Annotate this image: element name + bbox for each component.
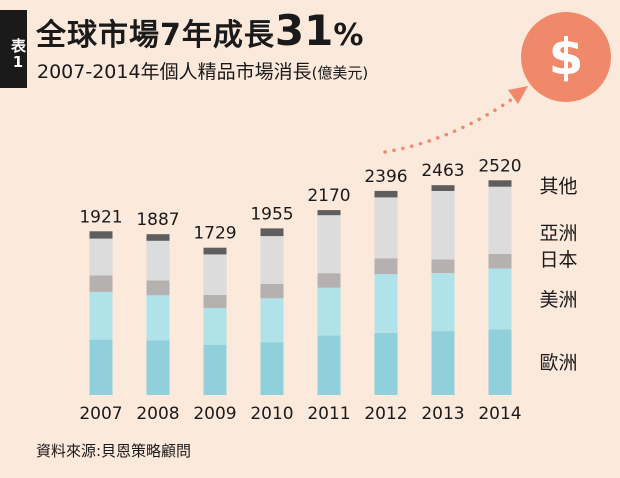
bar-segment-2011-3	[317, 273, 341, 288]
legend-label-1: 歐洲	[540, 352, 578, 374]
total-label-2009: 1729	[193, 224, 236, 244]
bar-segment-2014-2	[488, 268, 512, 330]
bar-segment-2008-3	[146, 280, 170, 296]
bar-segment-2014-3	[488, 254, 512, 269]
x-tick-2007: 2007	[79, 404, 122, 424]
bar-segment-2012-2	[374, 274, 398, 333]
total-label-2014: 2520	[478, 156, 521, 176]
subtitle-unit: (億美元)	[311, 64, 369, 82]
bar-segment-2010-4	[260, 236, 284, 284]
bar-segment-2011-1	[317, 335, 341, 395]
dollar-sign-glyph: $	[549, 28, 584, 86]
bar-segment-2009-1	[203, 344, 227, 395]
bar-segment-2009-2	[203, 308, 227, 345]
legend-label-2: 美洲	[540, 289, 578, 311]
bar-segment-2014-4	[488, 186, 512, 254]
bar-segment-2009-3	[203, 294, 227, 309]
total-label-2012: 2396	[364, 167, 407, 187]
bar-segment-2010-1	[260, 342, 284, 395]
bar-segment-2011-2	[317, 287, 341, 336]
bar-segment-2013-2	[431, 273, 455, 332]
source-note: 資料來源:貝恩策略顧問	[36, 442, 192, 460]
legend-label-5: 其他	[540, 176, 578, 198]
chart-title: 全球市場7年成長31%	[36, 6, 364, 55]
title-number: 31	[274, 6, 334, 55]
bar-segment-2009-4	[203, 254, 227, 295]
bar-segment-2008-2	[146, 295, 170, 341]
x-tick-2010: 2010	[250, 404, 293, 424]
legend-label-3: 日本	[540, 249, 578, 271]
bar-segment-2012-1	[374, 332, 398, 395]
bar-segment-2008-4	[146, 240, 170, 281]
bar-segment-2011-4	[317, 215, 341, 274]
growth-arrow-head	[508, 86, 528, 104]
bar-segment-2012-4	[374, 197, 398, 259]
bar-segment-2011-5	[317, 210, 341, 216]
total-label-2013: 2463	[421, 161, 464, 181]
title-percent: %	[333, 18, 365, 53]
legend-label-4: 亞洲	[540, 222, 578, 244]
total-label-2007: 1921	[79, 207, 122, 227]
bar-segment-2012-3	[374, 258, 398, 275]
bar-segment-2013-4	[431, 190, 455, 260]
x-tick-2008: 2008	[136, 404, 179, 424]
bar-segment-2013-5	[431, 185, 455, 191]
chart-subtitle: 2007-2014年個人精品市場消長(億美元)	[37, 57, 368, 84]
total-label-2011: 2170	[307, 186, 350, 206]
x-tick-2009: 2009	[193, 404, 236, 424]
bar-segment-2008-5	[146, 234, 170, 241]
growth-arrow-icon	[383, 86, 528, 154]
bar-segment-2007-5	[89, 231, 113, 239]
x-tick-2011: 2011	[307, 404, 350, 424]
bar-segment-2012-5	[374, 190, 398, 198]
bar-segment-2007-1	[89, 339, 113, 395]
x-tick-2013: 2013	[421, 404, 464, 424]
growth-arrow-dotted-line	[383, 93, 520, 154]
total-label-2010: 1955	[250, 204, 293, 224]
dollar-coin-circle	[521, 12, 611, 102]
bar-segment-2010-5	[260, 228, 284, 237]
bar-segment-2008-1	[146, 340, 170, 395]
bar-segment-2013-3	[431, 259, 455, 274]
bar-segment-2007-2	[89, 291, 113, 340]
subtitle-text: 2007-2014年個人精品市場消長	[37, 61, 312, 83]
bar-segment-2013-1	[431, 331, 455, 395]
bar-segment-2007-4	[89, 238, 113, 276]
total-labels-layer: 1921 1887 1729 1955 2170 2396 2463 2520	[79, 156, 521, 243]
x-tick-2012: 2012	[364, 404, 407, 424]
legend-layer: 歐洲 美洲 日本 亞洲 其他	[540, 176, 578, 375]
x-axis-ticks-layer: 2007 2008 2009 2010 2011 2012 2013 2014	[79, 404, 521, 424]
bar-segment-2014-1	[488, 329, 512, 395]
total-label-2008: 1887	[136, 210, 179, 230]
title-prefix: 全球市場7年成長	[36, 18, 275, 53]
bar-segment-2009-5	[203, 247, 227, 255]
bar-segment-2007-3	[89, 275, 113, 292]
x-tick-2014: 2014	[478, 404, 521, 424]
bar-segment-2010-3	[260, 283, 284, 299]
dollar-coin-icon: $	[521, 12, 611, 102]
table-number-tag: 表1	[0, 10, 27, 88]
bar-segment-2010-2	[260, 298, 284, 343]
bar-segment-2014-5	[488, 180, 512, 187]
bars-layer	[89, 180, 512, 395]
